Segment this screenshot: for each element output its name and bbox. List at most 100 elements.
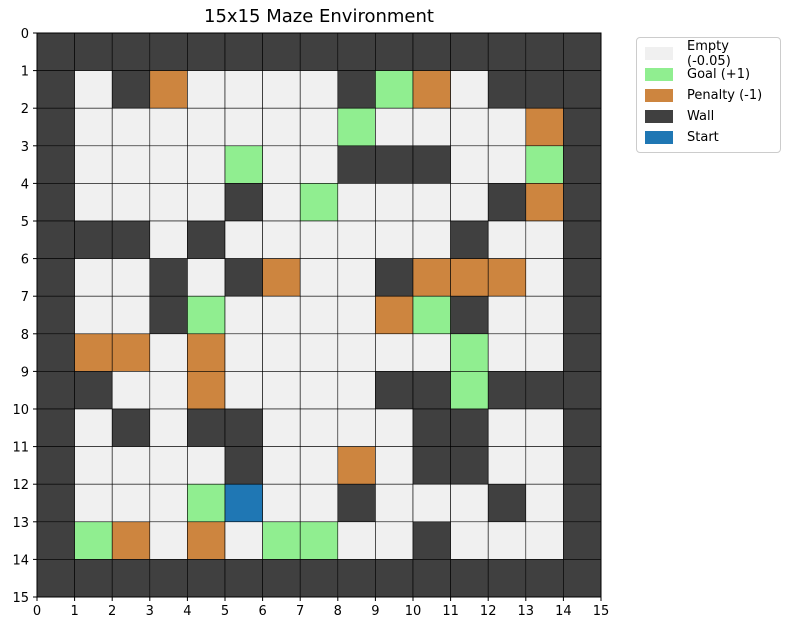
maze-cell-10-12 — [487, 408, 527, 447]
maze-cell-4-5 — [224, 183, 263, 222]
maze-cell-8-10 — [412, 333, 451, 372]
maze-cell-6-4 — [187, 258, 226, 297]
legend-item: Penalty (-1) — [645, 85, 772, 106]
maze-cell-4-12 — [487, 183, 527, 222]
maze-cell-4-0 — [36, 183, 75, 222]
maze-cell-3-11 — [450, 145, 489, 184]
maze-cell-0-0 — [36, 32, 75, 71]
maze-cell-9-8 — [337, 371, 376, 410]
maze-cell-2-3 — [149, 107, 188, 147]
maze-cell-6-12 — [487, 258, 527, 297]
maze-cell-12-3 — [149, 483, 188, 523]
maze-cell-5-3 — [149, 220, 188, 259]
maze-cell-5-6 — [262, 220, 301, 259]
maze-cell-11-11 — [450, 446, 489, 485]
maze-cell-2-10 — [412, 107, 451, 147]
maze-cell-11-1 — [74, 446, 113, 485]
maze-cell-10-10 — [412, 408, 451, 447]
maze-cell-0-3 — [149, 32, 188, 71]
maze-cell-9-0 — [36, 371, 75, 410]
maze-cell-11-8 — [337, 446, 376, 485]
maze-cell-1-6 — [262, 70, 301, 109]
maze-cell-8-12 — [487, 333, 527, 372]
maze-cell-2-2 — [111, 107, 151, 147]
legend-label: Wall — [687, 109, 715, 124]
maze-cell-6-11 — [450, 258, 489, 297]
maze-cell-7-12 — [487, 295, 527, 335]
maze-cell-4-4 — [187, 183, 226, 222]
y-tick-label: 14 — [12, 553, 29, 568]
maze-cell-2-4 — [187, 107, 226, 147]
maze-cell-8-13 — [525, 333, 564, 372]
maze-cell-9-14 — [563, 371, 602, 410]
chart-title: 15x15 Maze Environment — [204, 6, 434, 27]
maze-cell-13-9 — [375, 521, 414, 560]
maze-cell-1-11 — [450, 70, 489, 109]
maze-cell-9-10 — [412, 371, 451, 410]
maze-cell-2-14 — [563, 107, 602, 147]
maze-cell-5-8 — [337, 220, 376, 259]
y-tick-label: 11 — [12, 441, 29, 456]
maze-cell-10-3 — [149, 408, 188, 447]
x-tick-label: 12 — [480, 604, 497, 619]
maze-cell-0-4 — [187, 32, 226, 71]
x-tick-label: 8 — [334, 604, 342, 619]
y-tick-label: 13 — [12, 516, 29, 531]
y-tick-label: 5 — [21, 215, 29, 230]
maze-cell-11-2 — [111, 446, 151, 485]
maze-cell-12-7 — [299, 483, 339, 523]
maze-cell-3-4 — [187, 145, 226, 184]
maze-cell-12-6 — [262, 483, 301, 523]
y-tick-label: 12 — [12, 478, 29, 493]
maze-cell-6-0 — [36, 258, 75, 297]
legend-item: Empty (-0.05) — [645, 39, 772, 69]
maze-cell-1-7 — [299, 70, 339, 109]
maze-cell-0-7 — [299, 32, 339, 71]
maze-cell-7-13 — [525, 295, 564, 335]
maze-cell-14-11 — [450, 559, 489, 598]
maze-cell-13-12 — [487, 521, 527, 560]
maze-cell-0-12 — [487, 32, 527, 71]
maze-cell-3-14 — [563, 145, 602, 184]
maze-cell-10-2 — [111, 408, 151, 447]
maze-cell-11-7 — [299, 446, 339, 485]
maze-cell-14-12 — [487, 559, 527, 598]
maze-cell-9-5 — [224, 371, 263, 410]
maze-cell-4-1 — [74, 183, 113, 222]
legend-label: Goal (+1) — [687, 67, 751, 82]
x-tick-label: 14 — [555, 604, 572, 619]
maze-cell-5-14 — [563, 220, 602, 259]
legend-item: Start — [645, 127, 772, 148]
maze-cell-10-14 — [563, 408, 602, 447]
legend-label: Penalty (-1) — [687, 88, 763, 103]
maze-cell-14-6 — [262, 559, 301, 598]
maze-cell-6-6 — [262, 258, 301, 297]
maze-cell-14-8 — [337, 559, 376, 598]
maze-cell-9-11 — [450, 371, 489, 410]
maze-cell-0-2 — [111, 32, 151, 71]
maze-cell-2-13 — [525, 107, 564, 147]
maze-cell-3-8 — [337, 145, 376, 184]
y-tick-label: 0 — [21, 27, 29, 42]
maze-cell-11-3 — [149, 446, 188, 485]
maze-cell-9-6 — [262, 371, 301, 410]
maze-cell-11-0 — [36, 446, 75, 485]
maze-cell-5-13 — [525, 220, 564, 259]
maze-cell-1-9 — [375, 70, 414, 109]
maze-cell-6-1 — [74, 258, 113, 297]
maze-cell-0-5 — [224, 32, 263, 71]
maze-cell-2-12 — [487, 107, 527, 147]
maze-cell-4-10 — [412, 183, 451, 222]
maze-cell-0-9 — [375, 32, 414, 71]
maze-cell-11-13 — [525, 446, 564, 485]
maze-cell-9-3 — [149, 371, 188, 410]
x-tick-label: 4 — [183, 604, 191, 619]
maze-cell-10-0 — [36, 408, 75, 447]
maze-cell-6-13 — [525, 258, 564, 297]
maze-cell-9-4 — [187, 371, 226, 410]
maze-cell-8-3 — [149, 333, 188, 372]
x-tick-label: 7 — [296, 604, 304, 619]
maze-cell-7-10 — [412, 295, 451, 335]
x-tick-label: 15 — [593, 604, 610, 619]
maze-cell-6-2 — [111, 258, 151, 297]
